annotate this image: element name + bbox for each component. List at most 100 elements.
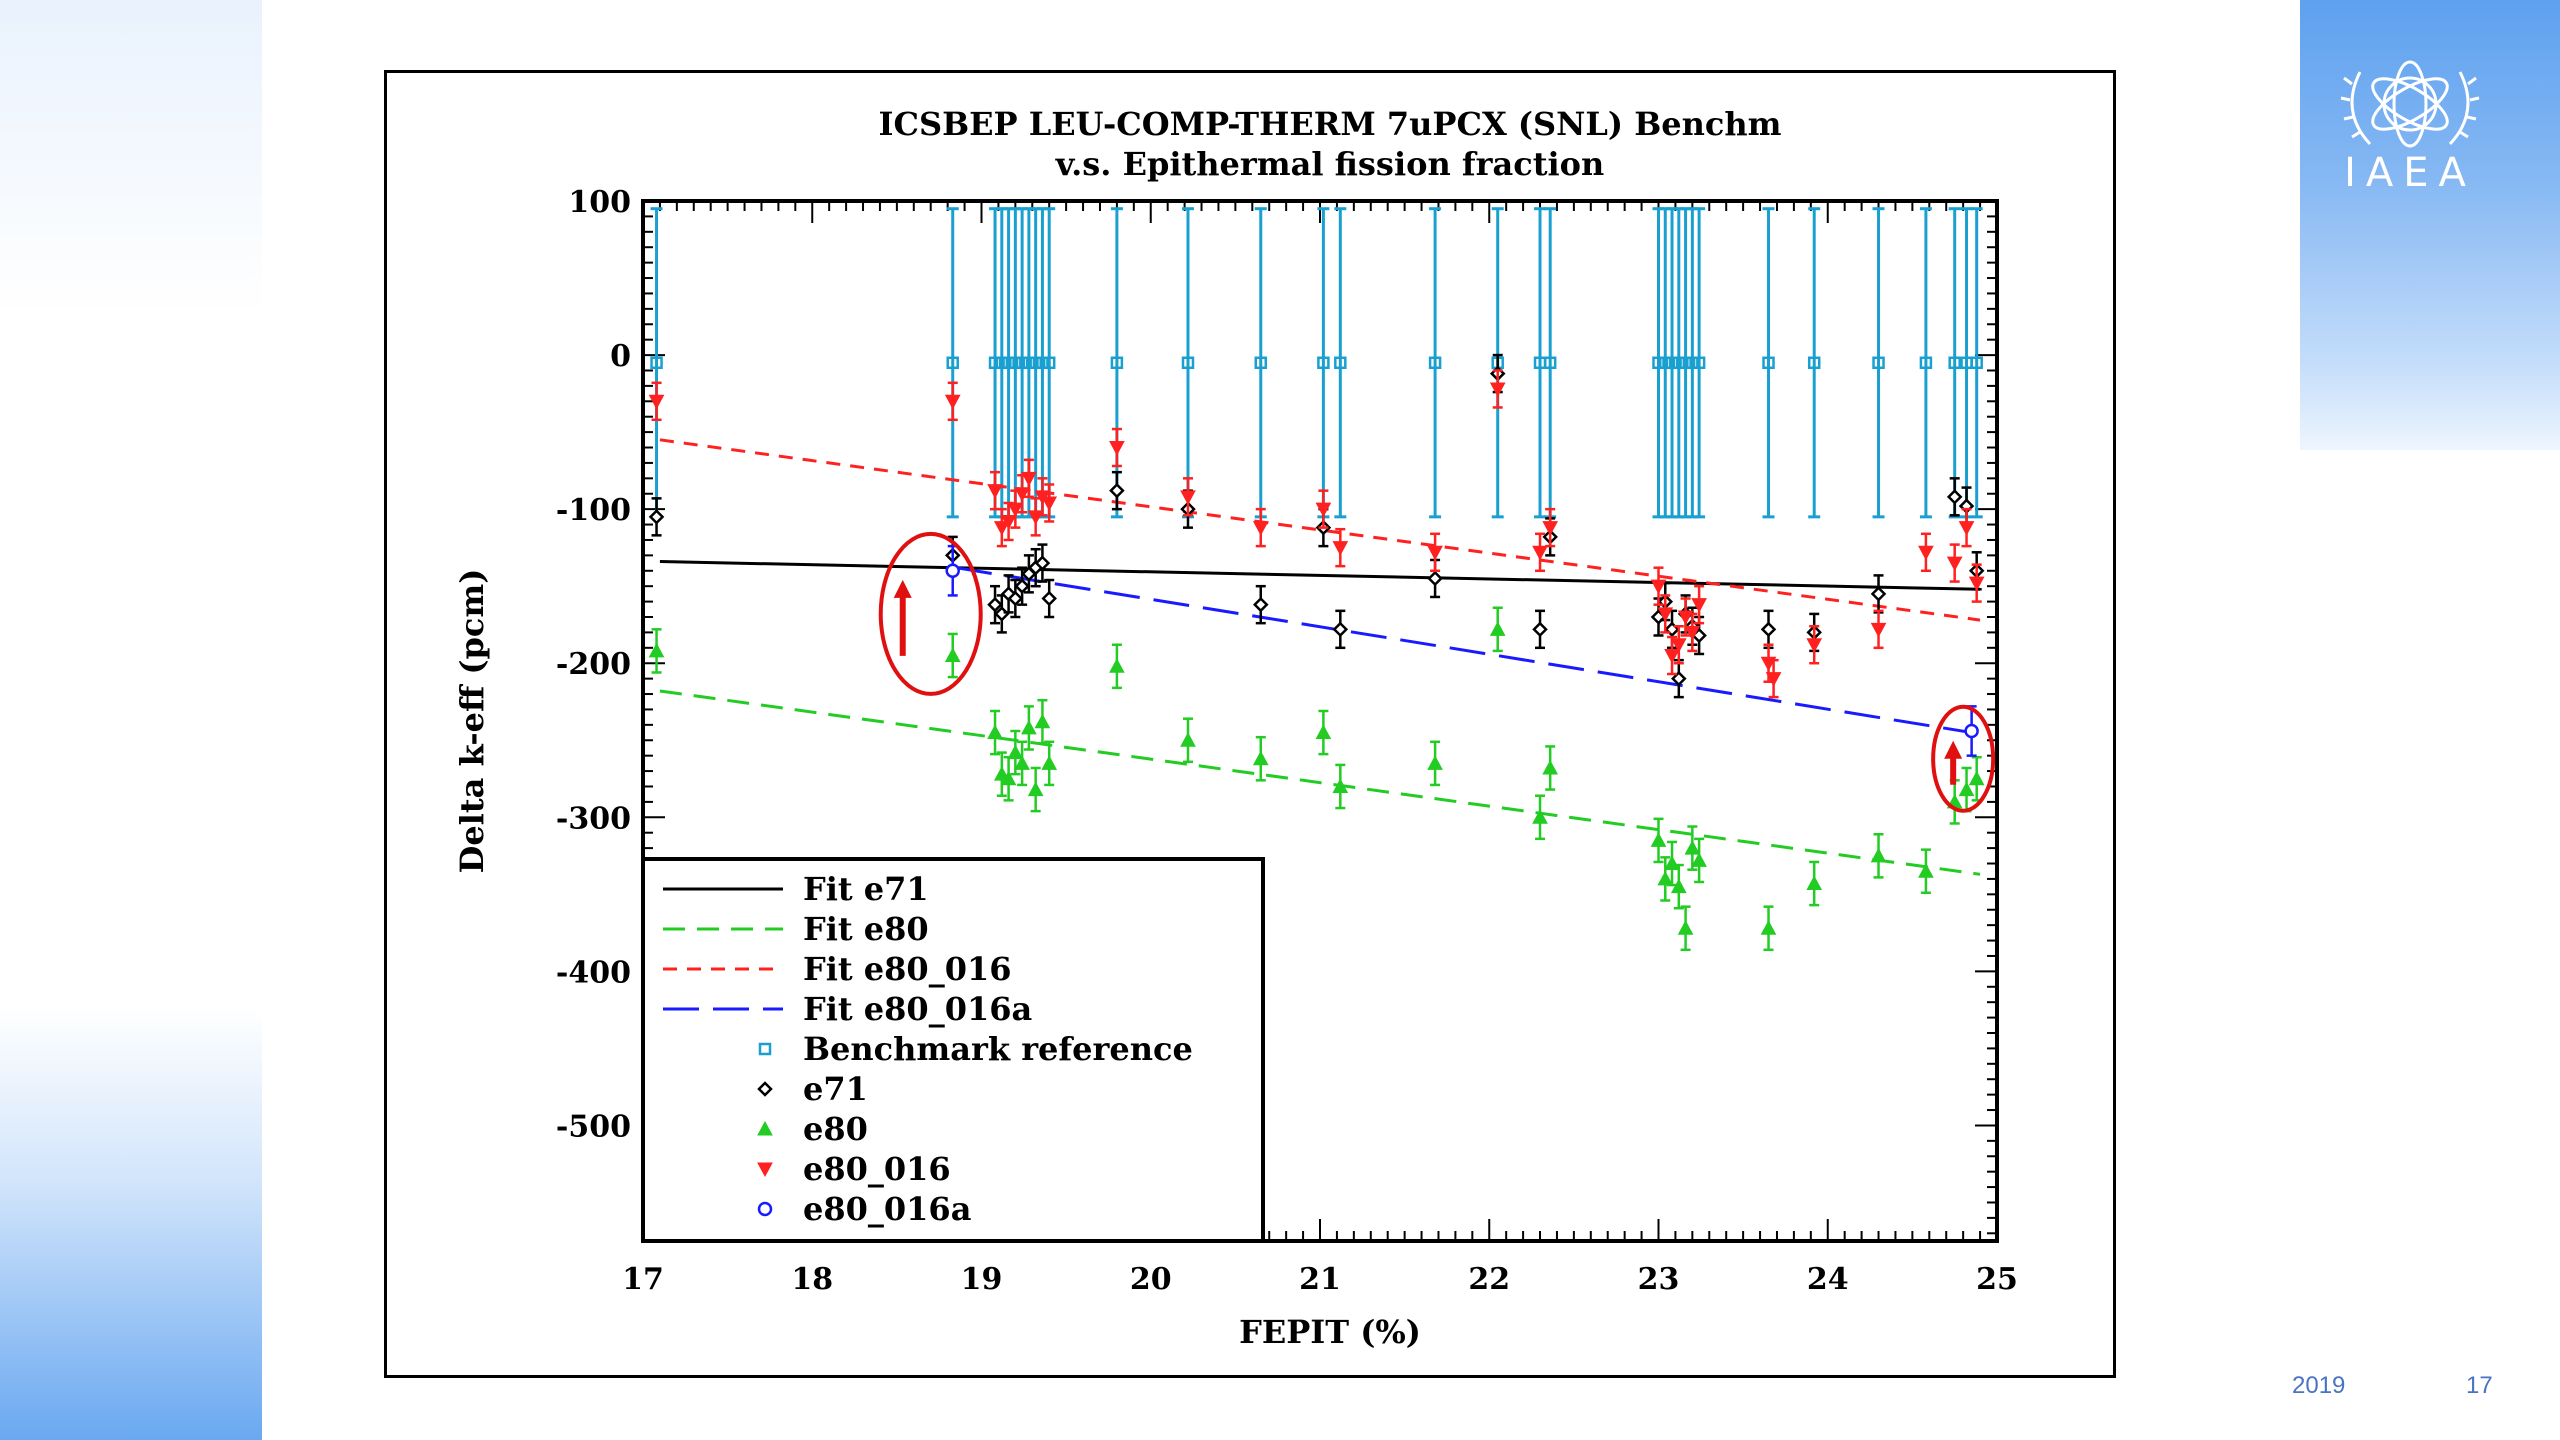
e80_016a-point: [1964, 723, 1979, 739]
e80_016-point: [1109, 441, 1125, 456]
legend-label-e80: e80: [803, 1110, 868, 1148]
legend-swatch-e80_016a: [757, 1201, 773, 1217]
e80_016-point: [1958, 521, 1975, 536]
x-tick-label: 23: [1638, 1262, 1680, 1297]
e80-point: [1958, 781, 1975, 797]
e80-point: [1427, 755, 1443, 770]
e80_016-point: [1000, 514, 1017, 530]
x-tick-label: 19: [961, 1262, 1003, 1297]
y-tick-label: -400: [556, 955, 631, 990]
benchmark-point: [1919, 356, 1933, 370]
e80_016-point: [1664, 649, 1680, 664]
benchmark-point: [1659, 356, 1672, 370]
fit-line-4: [955, 566, 1972, 735]
benchmark-point: [946, 356, 959, 370]
y-tick-label: 100: [568, 185, 631, 220]
e80_016-point: [1014, 487, 1030, 502]
benchmark-point: [1036, 356, 1049, 370]
e80-point: [1657, 870, 1674, 886]
page-number: 17: [2466, 1372, 2493, 1399]
legend-label-e80_016a: e80_016a: [803, 1190, 971, 1228]
e80_016-point: [1765, 672, 1782, 687]
e80-point: [1041, 755, 1058, 770]
e71-point: [1332, 621, 1349, 638]
e80-point: [1691, 852, 1707, 867]
e80_016-point: [1427, 545, 1443, 561]
e80_016-point: [1041, 496, 1058, 512]
benchmark-point: [1022, 356, 1036, 370]
benchmark-point: [1872, 356, 1885, 370]
e80_016-point: [1252, 521, 1269, 536]
benchmark-point: [1665, 356, 1679, 370]
highlight-arrow-head: [893, 579, 912, 598]
legend-swatch-e71: [757, 1081, 773, 1097]
x-axis-label: FEPIT (%): [1239, 1313, 1421, 1351]
e80-point: [1252, 750, 1269, 766]
e80_016-point: [1542, 521, 1559, 536]
e80-point: [1684, 840, 1701, 855]
benchmark-point: [1672, 356, 1686, 370]
e80_016-point: [1315, 502, 1332, 518]
benchmark-point: [1015, 356, 1029, 370]
e80_016-point: [1650, 579, 1667, 595]
benchmark-point: [1317, 356, 1330, 370]
benchmark-point: [1042, 356, 1056, 370]
legend-label-fit_e80: Fit e80: [803, 910, 929, 948]
e80_016-point: [1684, 625, 1701, 641]
e71-point: [1109, 482, 1125, 499]
y-tick-label: 0: [610, 339, 631, 374]
e80_016-point: [1332, 541, 1349, 556]
e80-point: [1542, 759, 1559, 775]
e80-point: [1918, 863, 1934, 878]
benchmark-point: [1428, 356, 1442, 370]
e80-point: [1027, 781, 1044, 797]
y-tick-label: -300: [556, 801, 631, 836]
e80-point: [1532, 809, 1548, 824]
e80_016-point: [1489, 382, 1506, 398]
chart-title: ICSBEP LEU-COMP-THERM 7uPCX (SNL) Benchm: [879, 105, 1782, 143]
benchmark-point: [1686, 356, 1699, 370]
e80-point: [1014, 755, 1030, 770]
legend-label-fit_e71: Fit e71: [803, 870, 929, 908]
e71-point: [1760, 621, 1777, 638]
benchmark-point: [1652, 356, 1665, 370]
e80-point: [648, 642, 665, 658]
x-tick-label: 24: [1807, 1262, 1849, 1297]
chart-frame: ICSBEP LEU-COMP-THERM 7uPCX (SNL) Benchm…: [384, 70, 2116, 1378]
highlight-ellipse: [1931, 704, 1996, 813]
benchmark-point: [1002, 356, 1015, 370]
y-axis-label: Delta k-eff (pcm): [453, 569, 491, 874]
benchmark-point: [988, 356, 1002, 370]
fit-line-1: [659, 560, 1981, 591]
benchmark-point: [995, 356, 1009, 370]
e80-point: [987, 724, 1003, 740]
legend-label-e71: e71: [803, 1070, 868, 1108]
y-tick-label: -200: [556, 647, 631, 682]
e80-point: [1489, 621, 1506, 636]
e80-point: [1021, 719, 1037, 735]
e80-point: [1870, 847, 1887, 863]
e80_016-point: [1806, 638, 1823, 653]
iaea-logo-text: IAEA: [2344, 150, 2476, 196]
e80_016-point: [648, 394, 665, 410]
benchmark-point: [1948, 356, 1961, 370]
e71-point: [1041, 590, 1057, 607]
e71-point: [1532, 621, 1548, 638]
benchmark-point: [1254, 356, 1268, 370]
e80_016-point: [1657, 607, 1674, 622]
legend-swatch-benchmark: [758, 1042, 772, 1056]
e80_016-point: [993, 521, 1010, 536]
legend-box: [641, 857, 1265, 1243]
x-tick-label: 18: [791, 1262, 833, 1297]
legend-swatch-e80: [757, 1120, 773, 1136]
e80_016a-point: [945, 563, 960, 579]
benchmark-point: [1762, 356, 1775, 370]
chart-subtitle: v.s. Epithermal fission fraction: [1055, 145, 1604, 183]
e80-point: [1000, 770, 1017, 786]
e80-point: [944, 647, 961, 663]
y-tick-label: -500: [556, 1109, 631, 1144]
legend-label-fit_e80_016: Fit e80_016: [803, 950, 1011, 988]
e80-point: [1806, 875, 1823, 891]
e80-point: [1760, 920, 1777, 935]
e71-point: [1946, 489, 1963, 505]
